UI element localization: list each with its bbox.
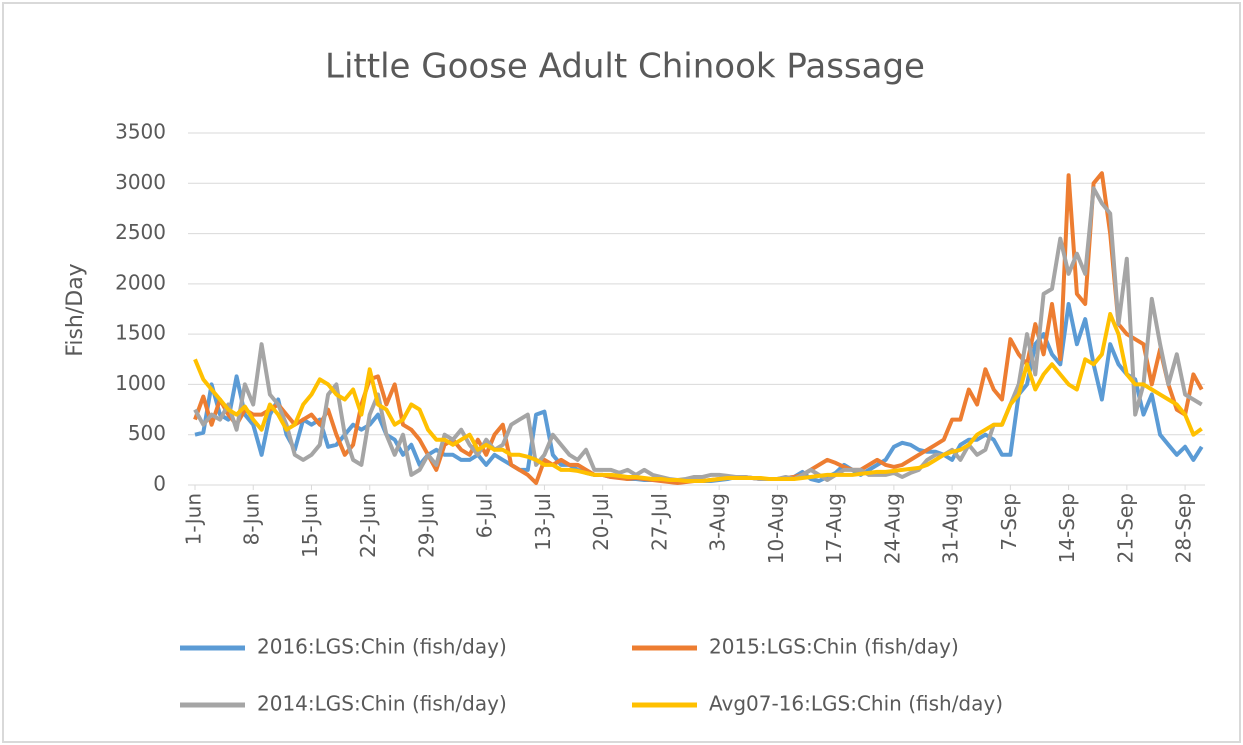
x-tick-label: 3-Aug: [706, 493, 730, 552]
x-tick-label: 22-Jun: [356, 493, 380, 558]
y-tick-label: 1500: [115, 321, 166, 345]
y-tick-label: 3500: [115, 120, 166, 144]
x-tick-label: 28-Sep: [1172, 493, 1196, 563]
x-tick-label: 6-Jul: [473, 493, 497, 538]
x-tick-label: 14-Sep: [1055, 493, 1079, 563]
x-tick-label: 20-Jul: [589, 493, 613, 551]
x-tick-label: 7-Sep: [997, 493, 1021, 551]
y-tick-label: 500: [128, 421, 166, 445]
x-tick-label: 17-Aug: [822, 493, 846, 564]
x-tick-label: 27-Jul: [647, 493, 671, 551]
y-tick-label: 2500: [115, 220, 166, 244]
x-tick-label: 15-Jun: [298, 493, 322, 558]
x-tick-label: 29-Jun: [414, 493, 438, 558]
series-line: [193, 186, 1203, 482]
y-tick-label: 3000: [115, 170, 166, 194]
x-tick-label: 8-Jun: [240, 493, 264, 545]
legend-label: Avg07-16:LGS:Chin (fish/day): [709, 692, 1003, 716]
x-tick-label: 10-Aug: [764, 493, 788, 564]
chart-title: Little Goose Adult Chinook Passage: [325, 47, 925, 87]
y-tick-label: 0: [153, 472, 166, 496]
x-tick-label: 1-Jun: [182, 493, 206, 545]
x-tick-label: 21-Sep: [1113, 493, 1137, 563]
x-tick-label: 24-Aug: [880, 493, 904, 564]
x-tick-label: 31-Aug: [939, 493, 963, 564]
y-axis-label: Fish/Day: [63, 263, 88, 356]
y-tick-label: 1000: [115, 371, 166, 395]
legend-label: 2016:LGS:Chin (fish/day): [257, 635, 507, 659]
y-tick-label: 2000: [115, 270, 166, 294]
legend-label: 2014:LGS:Chin (fish/day): [257, 692, 507, 716]
x-tick-label: 13-Jul: [531, 493, 555, 551]
legend-label: 2015:LGS:Chin (fish/day): [709, 635, 959, 659]
series-line: [193, 312, 1203, 483]
